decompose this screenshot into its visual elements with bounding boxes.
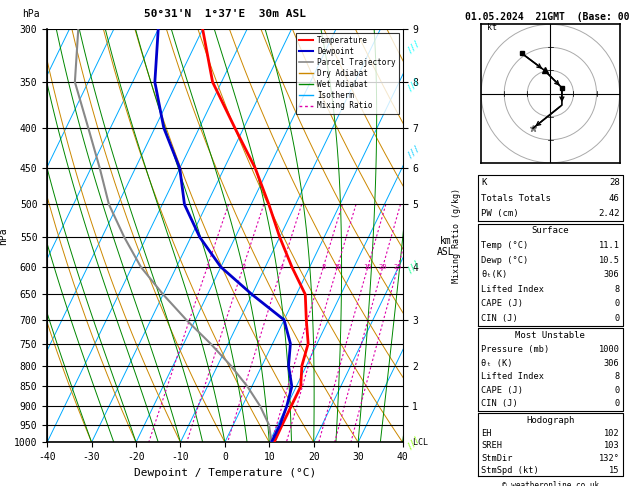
Text: Totals Totals: Totals Totals [481, 193, 551, 203]
Text: 10.5: 10.5 [599, 256, 620, 264]
Text: 46: 46 [609, 193, 620, 203]
Text: 2.42: 2.42 [598, 209, 620, 218]
Text: 28: 28 [609, 178, 620, 187]
Text: Lifted Index: Lifted Index [481, 285, 544, 294]
Text: ///: /// [406, 143, 423, 160]
Text: EH: EH [481, 429, 492, 438]
Text: StmSpd (kt): StmSpd (kt) [481, 466, 539, 475]
Text: Most Unstable: Most Unstable [515, 331, 586, 340]
Text: 2: 2 [241, 264, 245, 270]
Text: 4: 4 [280, 264, 284, 270]
Text: ///: /// [406, 434, 423, 451]
Text: K: K [481, 178, 487, 187]
Legend: Temperature, Dewpoint, Parcel Trajectory, Dry Adiabat, Wet Adiabat, Isotherm, Mi: Temperature, Dewpoint, Parcel Trajectory… [296, 33, 399, 114]
Text: 50°31'N  1°37'E  30m ASL: 50°31'N 1°37'E 30m ASL [144, 9, 306, 19]
Text: 01.05.2024  21GMT  (Base: 00): 01.05.2024 21GMT (Base: 00) [465, 12, 629, 22]
Text: 306: 306 [604, 359, 620, 367]
Text: θₜ (K): θₜ (K) [481, 359, 513, 367]
Text: ///: /// [406, 76, 423, 93]
Text: CIN (J): CIN (J) [481, 399, 518, 408]
Text: 0: 0 [615, 386, 620, 395]
Text: 0: 0 [615, 299, 620, 308]
Text: CIN (J): CIN (J) [481, 314, 518, 323]
Text: CAPE (J): CAPE (J) [481, 299, 523, 308]
Text: 306: 306 [604, 270, 620, 279]
Text: ///: /// [406, 38, 423, 55]
Text: PW (cm): PW (cm) [481, 209, 519, 218]
Text: Pressure (mb): Pressure (mb) [481, 345, 550, 354]
Text: ///: /// [406, 259, 423, 276]
Text: Mixing Ratio (g/kg): Mixing Ratio (g/kg) [452, 188, 460, 283]
Text: StmDir: StmDir [481, 453, 513, 463]
Text: 11.1: 11.1 [599, 241, 620, 250]
Text: 20: 20 [379, 264, 387, 270]
Text: Hodograph: Hodograph [526, 416, 574, 425]
Text: SREH: SREH [481, 441, 502, 451]
Text: 8: 8 [615, 372, 620, 381]
Text: kt: kt [487, 23, 497, 32]
Text: Dewp (°C): Dewp (°C) [481, 256, 528, 264]
Text: 103: 103 [604, 441, 620, 451]
Text: Temp (°C): Temp (°C) [481, 241, 528, 250]
Text: hPa: hPa [22, 9, 40, 19]
Text: 16: 16 [364, 264, 372, 270]
Text: 0: 0 [615, 399, 620, 408]
Text: 8: 8 [321, 264, 325, 270]
Text: LCL: LCL [403, 438, 428, 447]
Text: 8: 8 [615, 285, 620, 294]
X-axis label: Dewpoint / Temperature (°C): Dewpoint / Temperature (°C) [134, 468, 316, 478]
Text: © weatheronline.co.uk: © weatheronline.co.uk [502, 481, 599, 486]
Text: CAPE (J): CAPE (J) [481, 386, 523, 395]
Text: 102: 102 [604, 429, 620, 438]
Text: Surface: Surface [532, 226, 569, 235]
Text: 25: 25 [394, 264, 402, 270]
Text: 1000: 1000 [599, 345, 620, 354]
Y-axis label: km
ASL: km ASL [437, 236, 455, 257]
Text: 15: 15 [609, 466, 620, 475]
Text: Lifted Index: Lifted Index [481, 372, 544, 381]
Text: 0: 0 [615, 314, 620, 323]
Text: θₜ(K): θₜ(K) [481, 270, 508, 279]
Y-axis label: hPa: hPa [0, 227, 8, 244]
Text: 1: 1 [205, 264, 209, 270]
Text: 132°: 132° [599, 453, 620, 463]
Text: 10: 10 [333, 264, 342, 270]
